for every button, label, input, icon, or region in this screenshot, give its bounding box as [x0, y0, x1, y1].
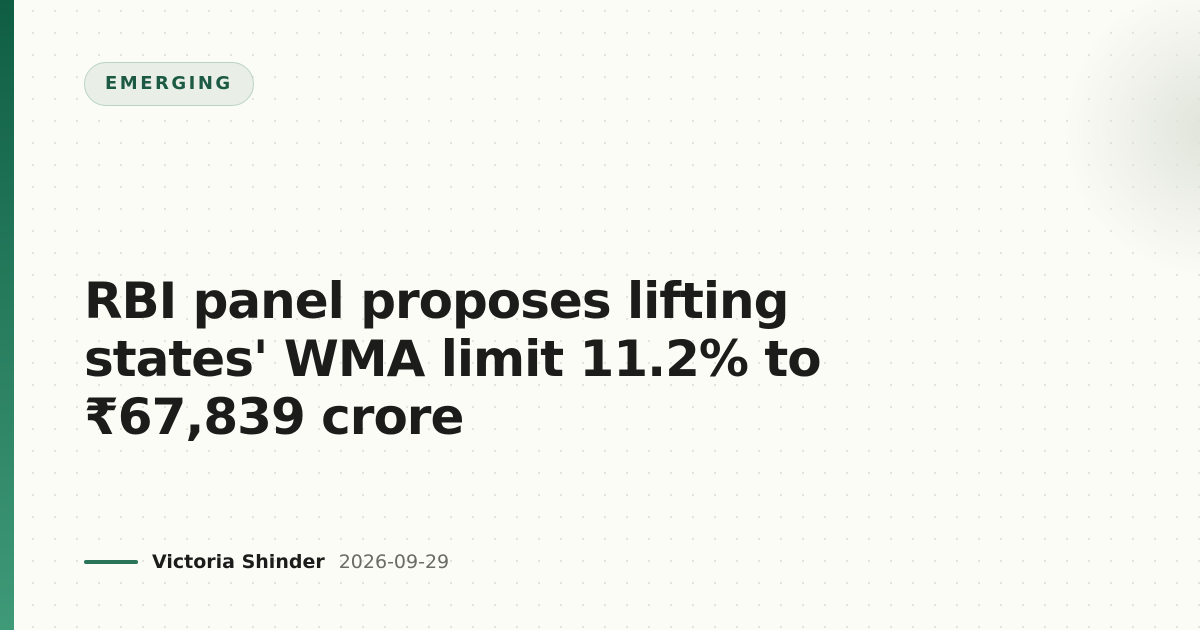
byline: Victoria Shinder 2026-09-29: [84, 548, 449, 576]
author: Victoria Shinder: [152, 551, 325, 573]
date: 2026-09-29: [338, 551, 450, 573]
accent-bar: [0, 0, 14, 630]
byline-rule: [84, 560, 138, 564]
tag: EMERGING: [84, 62, 254, 106]
glow: [1060, 0, 1200, 280]
headline: RBI panel proposes lifting states' WMA l…: [84, 272, 822, 446]
